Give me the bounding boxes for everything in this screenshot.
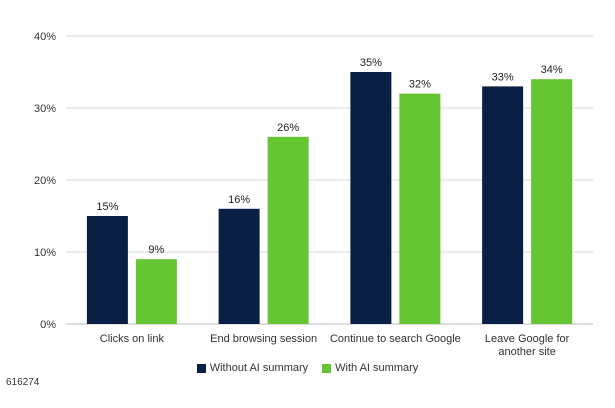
bar[interactable]	[135, 259, 177, 324]
data-label: 33%	[492, 71, 514, 83]
bar[interactable]	[350, 72, 392, 324]
data-label: 34%	[541, 64, 563, 76]
y-tick-label: 40%	[34, 31, 56, 43]
data-label: 15%	[96, 201, 118, 213]
legend-label-without-ai: Without AI summary	[209, 362, 309, 374]
bar-chart: 0% 10% 20% 30% 40% 15% 9% 16% 26% 35% 32% 33% 34% C…	[34, 31, 593, 358]
category-label: Leave Google for	[485, 333, 570, 345]
bar[interactable]	[218, 208, 260, 324]
y-tick-label: 30%	[34, 103, 56, 115]
x-axis-category-labels: Clicks on link End browsing session Contin…	[100, 333, 570, 358]
bar[interactable]	[267, 136, 309, 324]
data-label: 32%	[409, 79, 431, 91]
data-label: 26%	[277, 122, 299, 134]
data-label: 9%	[148, 244, 164, 256]
category-label: Continue to search Google	[330, 333, 461, 345]
legend: Without AI summary With AI summary	[0, 360, 615, 376]
data-label: 35%	[360, 57, 382, 69]
y-tick-label: 10%	[34, 247, 56, 259]
data-label: 16%	[228, 194, 250, 206]
bar[interactable]	[86, 216, 128, 324]
legend-item-with-ai[interactable]: With AI summary	[322, 360, 418, 376]
category-label: Clicks on link	[100, 333, 165, 345]
bar[interactable]	[482, 86, 524, 325]
y-tick-label: 20%	[34, 175, 56, 187]
chart-id-number: 616274	[6, 377, 40, 388]
legend-swatch-with-ai	[322, 363, 332, 373]
legend-swatch-without-ai	[196, 363, 206, 373]
data-labels: 15% 9% 16% 26% 35% 32% 33% 34%	[96, 57, 562, 256]
y-axis-tick-labels: 0% 10% 20% 30% 40%	[34, 31, 56, 331]
category-label: another site	[498, 346, 555, 358]
category-label: End browsing session	[210, 333, 317, 345]
legend-label-with-ai: With AI summary	[335, 362, 419, 374]
legend-item-without-ai[interactable]: Without AI summary	[196, 360, 309, 376]
y-tick-label: 0%	[40, 319, 56, 331]
bar[interactable]	[531, 79, 573, 324]
bar[interactable]	[399, 93, 441, 324]
bars	[86, 72, 573, 325]
